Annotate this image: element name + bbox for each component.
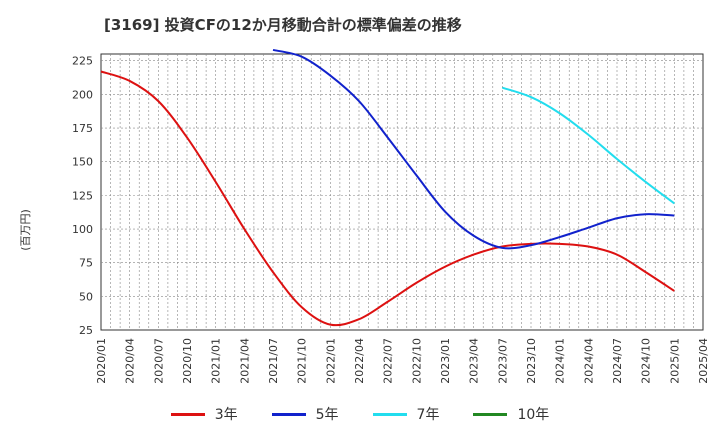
legend-item: 5年 bbox=[271, 404, 339, 424]
x-tick-label: 2022/01 bbox=[324, 338, 337, 384]
y-tick-label: 75 bbox=[79, 257, 93, 270]
x-tick-label: 2024/10 bbox=[640, 338, 653, 384]
x-tick-label: 2023/01 bbox=[439, 338, 452, 384]
x-tick-label: 2023/04 bbox=[468, 338, 481, 384]
x-tick-label: 2022/10 bbox=[410, 338, 423, 384]
y-tick-labels: 25 50 75 100 125 150 175 200 225 bbox=[72, 55, 93, 337]
x-tick-label: 2020/07 bbox=[152, 338, 165, 384]
legend-item: 7年 bbox=[372, 404, 440, 424]
x-tick-label: 2020/01 bbox=[95, 338, 108, 384]
y-tick-label: 175 bbox=[72, 122, 93, 135]
series-line-7年 bbox=[502, 86, 675, 205]
x-tick-label: 2021/01 bbox=[210, 338, 223, 384]
series-line-5年 bbox=[272, 48, 675, 250]
x-tick-label: 2024/04 bbox=[582, 338, 595, 384]
legend-swatch bbox=[271, 412, 306, 416]
x-tick-label: 2021/04 bbox=[238, 338, 251, 384]
x-tick-label: 2023/10 bbox=[525, 338, 538, 384]
legend-label: 3年 bbox=[214, 407, 238, 423]
x-tick-label: 2024/07 bbox=[611, 338, 624, 384]
y-tick-label: 25 bbox=[79, 324, 93, 337]
legend-swatch bbox=[170, 412, 205, 416]
y-tick-label: 125 bbox=[72, 189, 93, 202]
legend-label: 10年 bbox=[517, 407, 550, 423]
series-line-3年 bbox=[100, 70, 675, 327]
x-tick-label: 2020/04 bbox=[124, 338, 137, 384]
chart-title: [3169] 投資CFの12か月移動合計の標準偏差の推移 bbox=[104, 16, 462, 34]
x-tick-label: 2022/04 bbox=[353, 338, 366, 384]
grid-lines bbox=[101, 54, 703, 330]
y-tick-label: 225 bbox=[72, 55, 93, 68]
legend-label: 5年 bbox=[315, 407, 339, 423]
x-tick-labels: 2020/01 2020/04 2020/07 2020/10 2021/01 2021/… bbox=[95, 338, 710, 384]
x-tick-label: 2023/07 bbox=[496, 338, 509, 384]
x-tick-label: 2024/01 bbox=[554, 338, 567, 384]
legend-swatch bbox=[372, 412, 407, 416]
x-tick-label: 2020/10 bbox=[181, 338, 194, 384]
series-lines bbox=[100, 48, 675, 327]
y-tick-label: 50 bbox=[79, 290, 93, 303]
x-tick-label: 2025/04 bbox=[697, 338, 710, 384]
legend-item: 3年 bbox=[170, 404, 238, 424]
y-tick-label: 100 bbox=[72, 223, 93, 236]
legend-item: 10年 bbox=[473, 404, 549, 424]
legend: 3年 5年 7年 10年 bbox=[0, 404, 720, 424]
x-tick-label: 2021/07 bbox=[267, 338, 280, 384]
legend-label: 7年 bbox=[416, 407, 440, 423]
x-tick-label: 2022/07 bbox=[382, 338, 395, 384]
plot-area bbox=[100, 53, 704, 331]
y-tick-label: 150 bbox=[72, 156, 93, 169]
x-tick-label: 2025/01 bbox=[668, 338, 681, 384]
x-tick-label: 2021/10 bbox=[296, 338, 309, 384]
legend-swatch bbox=[473, 412, 508, 416]
y-tick-label: 200 bbox=[72, 88, 93, 101]
